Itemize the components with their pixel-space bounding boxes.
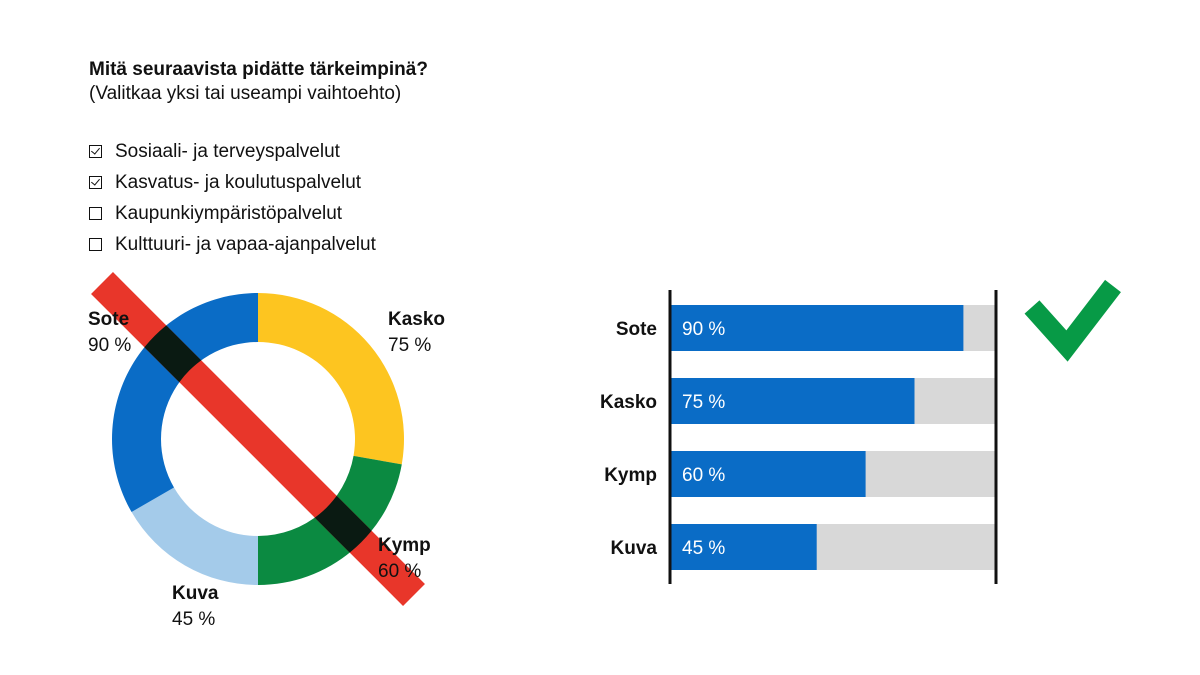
bar-chart: 90 % Sote 75 % Kasko 60 % Kymp 45 % Kuva	[600, 290, 998, 584]
donut-label-value: 90 %	[88, 335, 131, 356]
question-block: Mitä seuraavista pidätte tärkeimpinä? (V…	[89, 58, 428, 106]
donut-label-value: 75 %	[388, 335, 431, 356]
options-list: Sosiaali- ja terveyspalvelut Kasvatus- j…	[89, 136, 376, 260]
bar	[670, 378, 915, 424]
checkbox-icon[interactable]	[89, 207, 102, 220]
option-kuva[interactable]: Kulttuuri- ja vapaa-ajanpalvelut	[89, 229, 376, 260]
cross-out-mark	[91, 272, 425, 606]
option-label: Kulttuuri- ja vapaa-ajanpalvelut	[115, 233, 376, 255]
question-subtitle: (Valitkaa yksi tai useampi vaihtoehto)	[89, 83, 402, 104]
donut-label-value: 60 %	[378, 561, 421, 582]
donut-label-name: Kuva	[172, 583, 219, 604]
bar	[670, 524, 817, 570]
option-sote[interactable]: Sosiaali- ja terveyspalvelut	[89, 136, 376, 167]
checkmark-icon	[1024, 279, 1121, 362]
bar-value-label: 90 %	[682, 319, 725, 340]
donut-segment-kuva	[131, 487, 258, 585]
checkbox-icon[interactable]	[89, 238, 102, 251]
bar-category-label: Sote	[616, 319, 657, 340]
bar-category-label: Kuva	[611, 538, 658, 559]
donut-labels: Sote 90 % Kasko 75 % Kymp 60 % Kuva 45 %	[88, 309, 445, 630]
donut-label-value: 45 %	[172, 609, 215, 630]
cross-out-bar	[91, 272, 425, 606]
option-kymp[interactable]: Kaupunkiympäristöpalvelut	[89, 198, 376, 229]
question-title: Mitä seuraavista pidätte tärkeimpinä?	[89, 59, 428, 80]
option-label: Kaupunkiympäristöpalvelut	[115, 202, 343, 224]
checkbox-icon[interactable]	[89, 176, 102, 189]
checkbox-icon[interactable]	[89, 145, 102, 158]
bar	[670, 451, 866, 497]
donut-segment-kasko	[258, 293, 405, 465]
option-label: Sosiaali- ja terveyspalvelut	[115, 140, 340, 162]
donut-label-name: Kasko	[388, 309, 445, 330]
donut-label-name: Sote	[88, 309, 129, 330]
bar-value-label: 45 %	[682, 538, 725, 559]
bar-category-label: Kymp	[604, 465, 657, 486]
bar-value-label: 60 %	[682, 465, 725, 486]
option-label: Kasvatus- ja koulutuspalvelut	[115, 171, 362, 193]
bar	[670, 305, 964, 351]
bar-value-label: 75 %	[682, 392, 725, 413]
donut-label-name: Kymp	[378, 535, 431, 556]
option-kasko[interactable]: Kasvatus- ja koulutuspalvelut	[89, 167, 376, 198]
bar-category-label: Kasko	[600, 392, 657, 413]
